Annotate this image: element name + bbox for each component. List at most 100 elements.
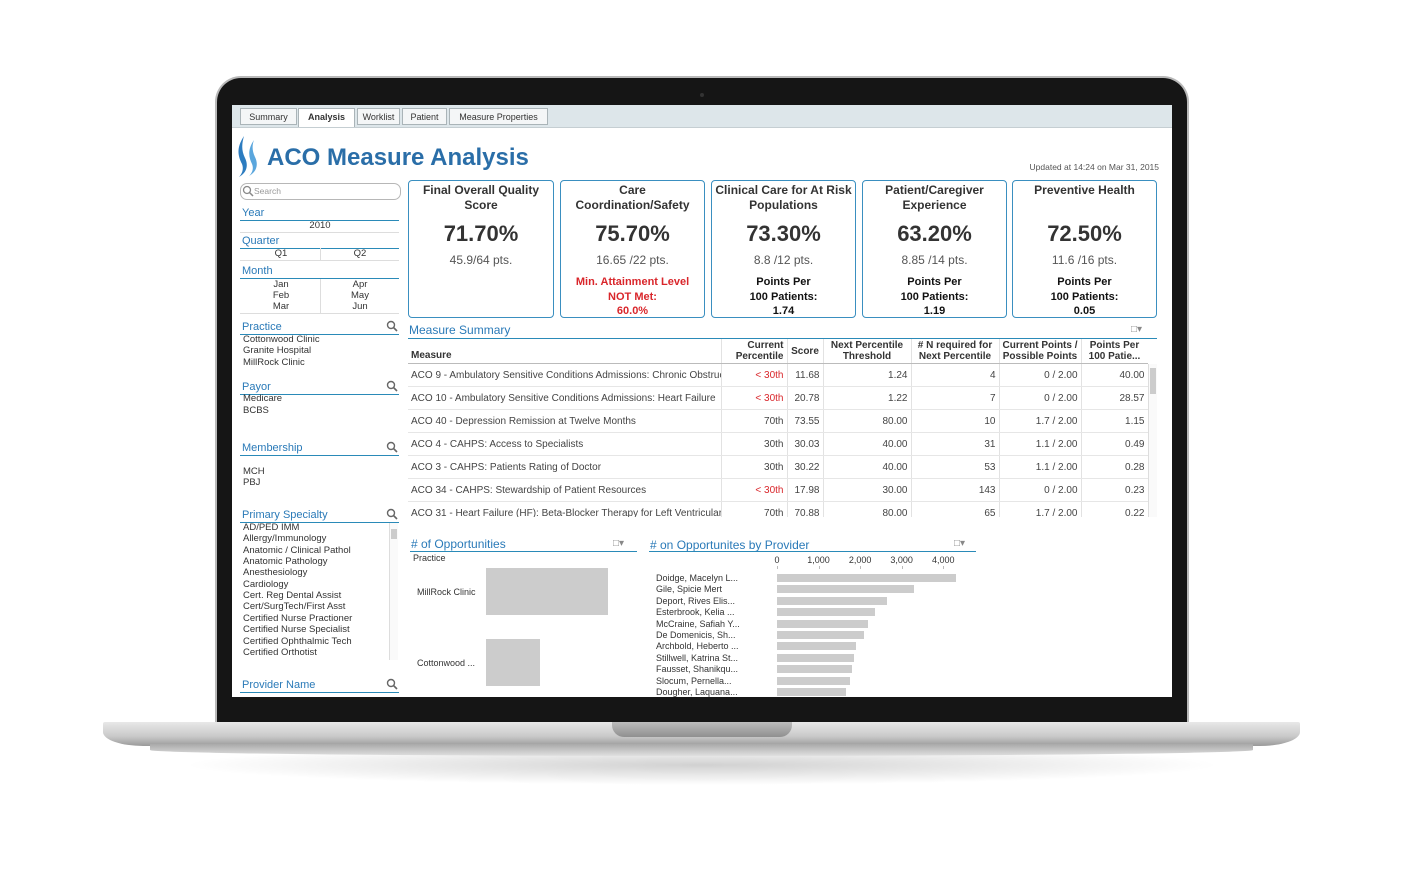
value-cell: 30.00 bbox=[823, 478, 912, 502]
bar[interactable] bbox=[777, 642, 856, 651]
column-header[interactable]: Points Per 100 Patie... bbox=[1081, 339, 1148, 364]
filter-item[interactable]: MCH bbox=[243, 466, 265, 477]
filter-underline bbox=[240, 220, 399, 221]
filter-item[interactable]: BCBS bbox=[243, 404, 269, 416]
table-row[interactable]: ACO 10 - Ambulatory Sensitive Conditions… bbox=[408, 386, 1148, 410]
practice-chart-underline bbox=[410, 551, 637, 552]
category-label: Dougher, Laquana... bbox=[656, 687, 738, 697]
value-cell: 40.00 bbox=[1081, 363, 1148, 387]
filter-item[interactable]: Q1 bbox=[274, 248, 288, 259]
column-header-text: # N required for Next Percentile bbox=[917, 340, 993, 362]
filter-item[interactable]: Apr bbox=[352, 279, 368, 290]
kpi-value: 75.70% bbox=[595, 221, 670, 246]
filter-item[interactable]: Allergy/Immunology bbox=[243, 533, 327, 545]
filter-search-icon[interactable] bbox=[386, 678, 398, 690]
filter-item[interactable]: Anatomic Pathology bbox=[243, 556, 328, 568]
column-header[interactable]: Measure bbox=[408, 339, 722, 364]
filter-item[interactable]: May bbox=[351, 290, 369, 301]
filter-item[interactable]: Granite Hospital bbox=[243, 345, 312, 357]
bar[interactable] bbox=[777, 688, 846, 696]
kpi-value: 73.30% bbox=[746, 221, 821, 246]
filter-grid-line bbox=[240, 313, 399, 314]
table-row[interactable]: ACO 9 - Ambulatory Sensitive Conditions … bbox=[408, 363, 1148, 387]
kpi-card bbox=[862, 180, 1007, 318]
bar[interactable] bbox=[777, 676, 850, 685]
filter-item[interactable]: Cottonwood Clinic bbox=[243, 334, 320, 345]
chart-clear-icon[interactable]: □▾ bbox=[954, 538, 966, 549]
measure-cell: ACO 31 - Heart Failure (HF): Beta-Blocke… bbox=[408, 501, 722, 517]
filter-label: Month bbox=[242, 265, 273, 277]
filter-item[interactable]: 2010 bbox=[309, 220, 331, 231]
table-clear-icon[interactable]: □▾ bbox=[1131, 324, 1143, 335]
filter-underline bbox=[240, 278, 399, 279]
bar[interactable] bbox=[486, 568, 609, 615]
search-box[interactable] bbox=[240, 183, 401, 200]
table-row[interactable]: ACO 31 - Heart Failure (HF): Beta-Blocke… bbox=[408, 501, 1148, 517]
filter-item[interactable]: Anesthesiology bbox=[243, 567, 308, 579]
laptop-base-bottom bbox=[150, 744, 1253, 756]
bar[interactable] bbox=[777, 585, 915, 594]
x-tick-label: 4,000 bbox=[931, 555, 955, 565]
column-header[interactable]: Current Points / Possible Points bbox=[999, 339, 1082, 364]
filter-search-icon[interactable] bbox=[386, 508, 398, 520]
kpi-card bbox=[560, 180, 705, 318]
filter-item[interactable]: Medicare bbox=[243, 393, 283, 404]
table-row[interactable]: ACO 4 - CAHPS: Access to Specialists 30th… bbox=[408, 432, 1148, 456]
filter-search-icon[interactable] bbox=[386, 441, 398, 453]
filter-item[interactable]: Cert/SurgTech/First Asst bbox=[243, 601, 346, 613]
column-header[interactable]: Score bbox=[787, 339, 824, 364]
tab[interactable]: Worklist bbox=[357, 108, 400, 125]
bar[interactable] bbox=[777, 574, 956, 582]
column-header[interactable]: Next Percentile Threshold bbox=[823, 339, 912, 364]
tab[interactable]: Patient bbox=[402, 108, 447, 125]
bar[interactable] bbox=[777, 608, 875, 617]
filter-underline bbox=[240, 334, 399, 335]
filter-underline bbox=[240, 394, 399, 395]
kpi-footer: Points Per bbox=[1057, 276, 1112, 288]
table-row[interactable]: ACO 34 - CAHPS: Stewardship of Patient R… bbox=[408, 478, 1148, 502]
filter-search-icon[interactable] bbox=[386, 320, 398, 332]
filter-item[interactable]: Certified Nurse Specialist bbox=[243, 624, 350, 636]
filter-item[interactable]: Mar bbox=[272, 301, 290, 312]
bar[interactable] bbox=[486, 639, 541, 686]
value-cell: 0 / 2.00 bbox=[999, 386, 1082, 410]
filter-item[interactable]: Cert. Reg Dental Assist bbox=[243, 590, 342, 602]
value-cell: 1.22 bbox=[823, 386, 912, 410]
column-header[interactable]: # N required for Next Percentile bbox=[911, 339, 1000, 364]
bar[interactable] bbox=[777, 631, 865, 639]
logo bbox=[238, 136, 257, 177]
filter-item[interactable]: Certified Ophthalmic Tech bbox=[243, 635, 352, 647]
category-label: Esterbrook, Kelia ... bbox=[656, 607, 735, 618]
table-row[interactable]: ACO 40 - Depression Remission at Twelve … bbox=[408, 409, 1148, 433]
filter-item[interactable]: Jun bbox=[352, 301, 368, 312]
filter-item[interactable]: Cardiology bbox=[243, 578, 289, 590]
column-header[interactable]: Current Percentile bbox=[721, 339, 788, 364]
table-row[interactable]: ACO 3 - CAHPS: Patients Rating of Doctor… bbox=[408, 455, 1148, 479]
column-header-text: Current Points / Possible Points bbox=[1002, 340, 1078, 362]
filter-item[interactable]: MillRock Clinic bbox=[243, 356, 305, 368]
value-cell: 1.15 bbox=[1081, 409, 1148, 433]
tab[interactable]: Measure Properties bbox=[449, 108, 548, 125]
tab[interactable]: Summary bbox=[240, 108, 297, 125]
bar[interactable] bbox=[777, 596, 888, 605]
filter-item[interactable]: Jan bbox=[273, 279, 289, 290]
filter-item[interactable]: Feb bbox=[272, 290, 290, 301]
filter-item[interactable]: Certified Orthotist bbox=[243, 646, 317, 658]
filter-item[interactable]: Anatomic / Clinical Pathol bbox=[243, 544, 351, 556]
filter-item[interactable]: AD/PED IMM bbox=[243, 522, 300, 533]
filter-item[interactable]: Certified Nurse Practioner bbox=[243, 612, 353, 624]
filter-label: Quarter bbox=[242, 235, 280, 247]
filter-item[interactable]: Q2 bbox=[353, 248, 367, 259]
filter-search-icon[interactable] bbox=[386, 380, 398, 392]
column-header-text: Measure bbox=[411, 349, 452, 361]
x-tick-label: 0 bbox=[774, 555, 780, 565]
value-cell: 31 bbox=[911, 432, 1000, 456]
chart-clear-icon[interactable]: □▾ bbox=[613, 538, 625, 549]
value-cell: 0.28 bbox=[1081, 455, 1148, 479]
bar[interactable] bbox=[777, 619, 869, 628]
filter-item[interactable]: PBJ bbox=[243, 477, 261, 489]
tab[interactable]: Analysis bbox=[298, 108, 355, 127]
bar[interactable] bbox=[777, 665, 852, 674]
value-cell: 28.57 bbox=[1081, 386, 1148, 410]
bar[interactable] bbox=[777, 653, 854, 662]
